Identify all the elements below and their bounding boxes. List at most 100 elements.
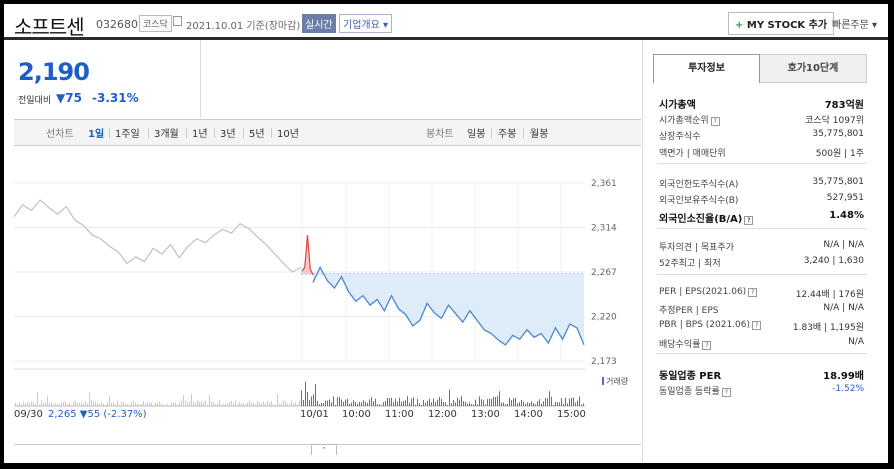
info-value: 1.48% bbox=[829, 210, 864, 221]
y-tick-label: 2,361 bbox=[591, 179, 617, 189]
volume-bar bbox=[285, 401, 286, 406]
volume-bar bbox=[261, 403, 262, 406]
volume-bar bbox=[307, 392, 308, 406]
quick-order-dropdown[interactable]: 빠른주문 ▾ bbox=[832, 20, 877, 31]
volume-bar bbox=[571, 397, 572, 406]
volume-bar bbox=[253, 403, 254, 406]
collapse-chevron-icon[interactable]: ⌃ bbox=[311, 444, 337, 455]
my-stock-label: MY STOCK 추가 bbox=[746, 20, 828, 31]
info-key: PER | EPS(2021.06)? bbox=[659, 287, 758, 297]
tab-3month[interactable]: 3개월 bbox=[154, 129, 179, 140]
header: 소프트센 032680 코스닥 2021.10.01 기준(장마감) 실시간 기… bbox=[4, 4, 888, 40]
plus-icon: + bbox=[735, 20, 744, 31]
volume-bar bbox=[281, 403, 282, 406]
tab-orderbook-10[interactable]: 호가10단계 bbox=[760, 54, 867, 83]
volume-bar bbox=[231, 400, 232, 406]
stock-name: 소프트센 bbox=[14, 15, 85, 39]
volume-bar bbox=[533, 403, 534, 406]
volume-bar bbox=[279, 403, 280, 406]
tab-1day[interactable]: 1일 bbox=[88, 129, 105, 140]
volume-bar bbox=[363, 400, 364, 406]
volume-bar bbox=[49, 402, 50, 406]
tab-10year[interactable]: 10년 bbox=[277, 129, 299, 140]
volume-bar bbox=[319, 404, 320, 406]
company-overview-dropdown[interactable]: 기업개요 ▾ bbox=[339, 14, 392, 33]
info-key: 배당수익률? bbox=[659, 337, 712, 350]
volume-bar bbox=[395, 398, 396, 406]
volume-bar bbox=[517, 403, 518, 406]
volume-bar bbox=[553, 404, 554, 406]
line-chart-label: 선차트 bbox=[46, 129, 74, 140]
help-icon[interactable]: ? bbox=[748, 288, 758, 297]
tab-weekly[interactable]: 주봉 bbox=[498, 129, 517, 140]
help-icon[interactable]: ? bbox=[744, 216, 754, 225]
volume-bar bbox=[305, 381, 306, 406]
volume-bar bbox=[137, 403, 138, 406]
realtime-button[interactable]: 실시간 bbox=[302, 14, 336, 33]
volume-bar bbox=[273, 404, 274, 406]
volume-bar bbox=[415, 404, 416, 406]
volume-bar bbox=[189, 401, 190, 406]
panel-tabs: 투자정보 호가10단계 bbox=[653, 54, 867, 83]
info-row: 상장주식수 35,775,801 bbox=[659, 129, 864, 145]
tab-monthly[interactable]: 월봉 bbox=[530, 129, 549, 140]
volume-bar bbox=[461, 396, 462, 406]
volume-bar bbox=[201, 401, 202, 406]
y-tick-label: 2,220 bbox=[591, 313, 617, 323]
volume-bar bbox=[129, 404, 130, 406]
tab-daily[interactable]: 일봉 bbox=[467, 129, 486, 140]
volume-bar bbox=[161, 403, 162, 406]
volume-bar bbox=[123, 401, 124, 406]
help-icon[interactable]: ? bbox=[721, 388, 731, 397]
tab-invest-info[interactable]: 투자정보 bbox=[653, 54, 760, 83]
volume-bar bbox=[59, 403, 60, 406]
info-row: 외국인소진율(B/A)? 1.48% bbox=[659, 210, 864, 226]
volume-bar bbox=[453, 399, 454, 406]
volume-bar bbox=[383, 402, 384, 406]
help-icon[interactable]: ? bbox=[752, 321, 762, 330]
volume-bar bbox=[455, 402, 456, 406]
volume-bar bbox=[75, 400, 76, 406]
volume-bar bbox=[357, 403, 358, 406]
volume-bar bbox=[207, 404, 208, 406]
volume-bar bbox=[197, 400, 198, 406]
volume-bar bbox=[135, 402, 136, 406]
volume-bar bbox=[133, 400, 134, 406]
volume-bar bbox=[211, 401, 212, 406]
volume-bar bbox=[283, 400, 284, 406]
my-stock-add-button[interactable]: + MY STOCK 추가 bbox=[728, 12, 835, 35]
volume-bar bbox=[193, 401, 194, 406]
volume-bar bbox=[311, 396, 312, 406]
volume-bar bbox=[81, 402, 82, 406]
volume-bar bbox=[83, 403, 84, 406]
volume-bar bbox=[579, 396, 580, 406]
info-key: 액면가 | 매매단위 bbox=[659, 149, 726, 159]
today-price-line bbox=[312, 265, 585, 346]
volume-bar bbox=[435, 402, 436, 406]
volume-bar bbox=[21, 404, 22, 406]
tab-3year[interactable]: 3년 bbox=[220, 129, 236, 140]
x-tick-label: 13:00 bbox=[471, 409, 500, 420]
volume-bar bbox=[103, 403, 104, 406]
volume-bar bbox=[227, 403, 228, 406]
tab-5year[interactable]: 5년 bbox=[249, 129, 265, 140]
volume-bar bbox=[65, 401, 66, 406]
stock-code: 032680 bbox=[96, 18, 138, 31]
volume-bar bbox=[421, 404, 422, 406]
volume-bar bbox=[523, 401, 524, 406]
volume-bar bbox=[209, 394, 210, 406]
volume-bar bbox=[339, 396, 340, 406]
volume-bar bbox=[309, 400, 310, 406]
help-icon[interactable]: ? bbox=[702, 341, 712, 350]
info-value: N/A bbox=[848, 337, 864, 347]
candle-chart-label: 봉차트 bbox=[426, 129, 454, 140]
x-tick-label: 12:00 bbox=[428, 409, 457, 420]
tab-1week[interactable]: 1주일 bbox=[115, 129, 140, 140]
volume-bar bbox=[333, 396, 334, 406]
help-icon[interactable]: ? bbox=[710, 117, 720, 126]
volume-bar bbox=[369, 399, 370, 406]
below-prev-fill bbox=[313, 267, 584, 345]
tab-1year[interactable]: 1년 bbox=[192, 129, 208, 140]
volume-bar bbox=[373, 401, 374, 406]
volume-bar bbox=[429, 398, 430, 406]
